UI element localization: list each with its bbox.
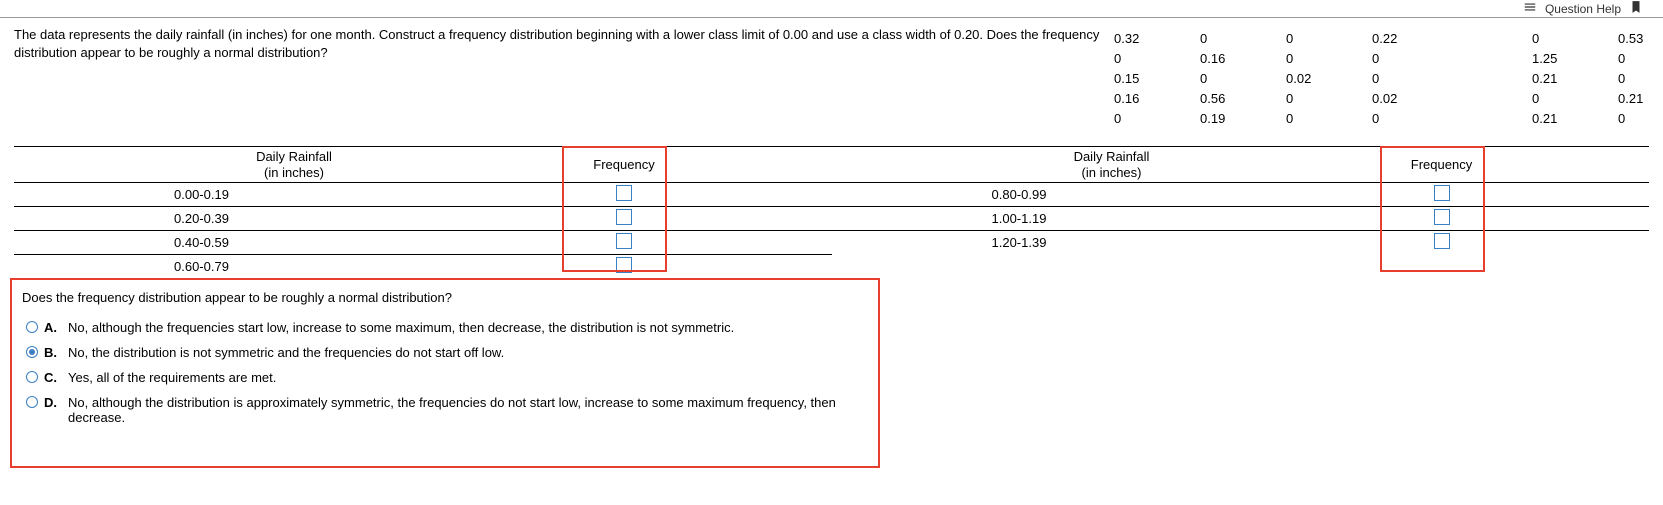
class-range-label: 0.60-0.79 bbox=[14, 256, 574, 278]
frequency-input-cell bbox=[574, 183, 674, 206]
table-row: 0.00-0.19 bbox=[14, 183, 832, 207]
frequency-input-cell bbox=[1392, 207, 1492, 230]
data-value: 0.56 bbox=[1196, 91, 1282, 106]
option-key: B. bbox=[44, 345, 62, 360]
frequency-input[interactable] bbox=[1434, 209, 1450, 225]
table-header-rainfall-sub: (in inches) bbox=[14, 165, 574, 181]
data-value: 0 bbox=[1368, 51, 1528, 66]
data-value: 0 bbox=[1282, 31, 1368, 46]
frequency-input-cell bbox=[574, 255, 674, 278]
frequency-input-cell bbox=[574, 207, 674, 230]
data-row: 00.16001.250 bbox=[1110, 48, 1663, 68]
data-value: 0.21 bbox=[1528, 111, 1614, 126]
frequency-input-cell bbox=[574, 231, 674, 254]
question-prompt: The data represents the daily rainfall (… bbox=[14, 26, 1104, 61]
data-value: 0 bbox=[1614, 71, 1663, 86]
table-header-frequency: Frequency bbox=[1392, 155, 1492, 174]
frequency-input-cell bbox=[1392, 183, 1492, 206]
data-value: 0.16 bbox=[1110, 91, 1196, 106]
data-value: 0 bbox=[1614, 51, 1663, 66]
table-row: 1.20-1.39 bbox=[832, 231, 1650, 254]
option-text: No, although the frequencies start low, … bbox=[68, 320, 734, 335]
data-value: 0.15 bbox=[1110, 71, 1196, 86]
table-row: 0.60-0.79 bbox=[14, 255, 832, 278]
class-range-label: 0.40-0.59 bbox=[14, 232, 574, 254]
data-values-grid: 0.32000.2200.5300.16001.2500.1500.0200.2… bbox=[1104, 26, 1663, 128]
data-value: 0 bbox=[1368, 111, 1528, 126]
data-value: 0 bbox=[1196, 71, 1282, 86]
radio-button[interactable] bbox=[26, 346, 38, 358]
data-value: 0 bbox=[1110, 111, 1196, 126]
data-value: 0 bbox=[1282, 111, 1368, 126]
mc-question-text: Does the frequency distribution appear t… bbox=[22, 290, 868, 305]
data-value: 0 bbox=[1282, 91, 1368, 106]
mc-option[interactable]: A. No, although the frequencies start low… bbox=[22, 315, 868, 340]
frequency-input[interactable] bbox=[616, 233, 632, 249]
class-range-label: 0.80-0.99 bbox=[832, 184, 1392, 206]
mc-option[interactable]: D. No, although the distribution is appro… bbox=[22, 390, 868, 430]
data-row: 00.19000.210 bbox=[1110, 108, 1663, 128]
data-value: 1.25 bbox=[1528, 51, 1614, 66]
frequency-table-left: Daily Rainfall (in inches) Frequency 0.0… bbox=[14, 146, 832, 278]
data-value: 0 bbox=[1528, 91, 1614, 106]
frequency-input[interactable] bbox=[616, 185, 632, 201]
radio-button[interactable] bbox=[26, 396, 38, 408]
data-value: 0.02 bbox=[1282, 71, 1368, 86]
question-prompt-row: The data represents the daily rainfall (… bbox=[14, 26, 1649, 128]
frequency-input-cell bbox=[1392, 231, 1492, 254]
data-row: 0.160.5600.0200.21 bbox=[1110, 88, 1663, 108]
class-range-label: 0.00-0.19 bbox=[14, 184, 574, 206]
table-header-frequency: Frequency bbox=[574, 155, 674, 174]
option-key: D. bbox=[44, 395, 62, 410]
table-header-rainfall: Daily Rainfall bbox=[832, 149, 1392, 165]
data-row: 0.1500.0200.210 bbox=[1110, 68, 1663, 88]
class-range-label: 1.20-1.39 bbox=[832, 232, 1392, 254]
bookmark-icon[interactable] bbox=[1629, 0, 1643, 17]
data-value: 0 bbox=[1196, 31, 1282, 46]
settings-icon[interactable] bbox=[1523, 0, 1537, 17]
frequency-input[interactable] bbox=[1434, 185, 1450, 201]
data-value: 0.21 bbox=[1528, 71, 1614, 86]
option-key: C. bbox=[44, 370, 62, 385]
data-value: 0.32 bbox=[1110, 31, 1196, 46]
class-range-label: 0.20-0.39 bbox=[14, 208, 574, 230]
question-help-link[interactable]: Question Help bbox=[1545, 2, 1621, 16]
option-text: Yes, all of the requirements are met. bbox=[68, 370, 276, 385]
option-text: No, although the distribution is approxi… bbox=[68, 395, 868, 425]
data-value: 0.19 bbox=[1196, 111, 1282, 126]
radio-button[interactable] bbox=[26, 371, 38, 383]
table-row: 0.20-0.39 bbox=[14, 207, 832, 231]
data-value: 0 bbox=[1110, 51, 1196, 66]
radio-button[interactable] bbox=[26, 321, 38, 333]
option-key: A. bbox=[44, 320, 62, 335]
frequency-table-right: Daily Rainfall (in inches) Frequency 0.8… bbox=[832, 146, 1650, 278]
data-value: 0 bbox=[1368, 71, 1528, 86]
table-header-rainfall: Daily Rainfall bbox=[14, 149, 574, 165]
table-row: 1.00-1.19 bbox=[832, 207, 1650, 231]
data-value: 0.22 bbox=[1368, 31, 1528, 46]
frequency-input[interactable] bbox=[1434, 233, 1450, 249]
top-toolbar: Question Help bbox=[0, 0, 1663, 18]
frequency-tables-container: Daily Rainfall (in inches) Frequency 0.0… bbox=[14, 146, 1649, 468]
data-value: 0.53 bbox=[1614, 31, 1663, 46]
table-header-rainfall-sub: (in inches) bbox=[832, 165, 1392, 181]
frequency-input[interactable] bbox=[616, 209, 632, 225]
mc-option[interactable]: C. Yes, all of the requirements are met. bbox=[22, 365, 868, 390]
multiple-choice-question: Does the frequency distribution appear t… bbox=[10, 278, 880, 468]
data-value: 0 bbox=[1614, 111, 1663, 126]
data-value: 0.02 bbox=[1368, 91, 1528, 106]
class-range-label: 1.00-1.19 bbox=[832, 208, 1392, 230]
mc-option[interactable]: B. No, the distribution is not symmetric … bbox=[22, 340, 868, 365]
data-value: 0 bbox=[1528, 31, 1614, 46]
data-value: 0 bbox=[1282, 51, 1368, 66]
data-value: 0.16 bbox=[1196, 51, 1282, 66]
table-row: 0.80-0.99 bbox=[832, 183, 1650, 207]
data-row: 0.32000.2200.53 bbox=[1110, 28, 1663, 48]
option-text: No, the distribution is not symmetric an… bbox=[68, 345, 504, 360]
table-row: 0.40-0.59 bbox=[14, 231, 832, 255]
frequency-input[interactable] bbox=[616, 257, 632, 273]
data-value: 0.21 bbox=[1614, 91, 1663, 106]
